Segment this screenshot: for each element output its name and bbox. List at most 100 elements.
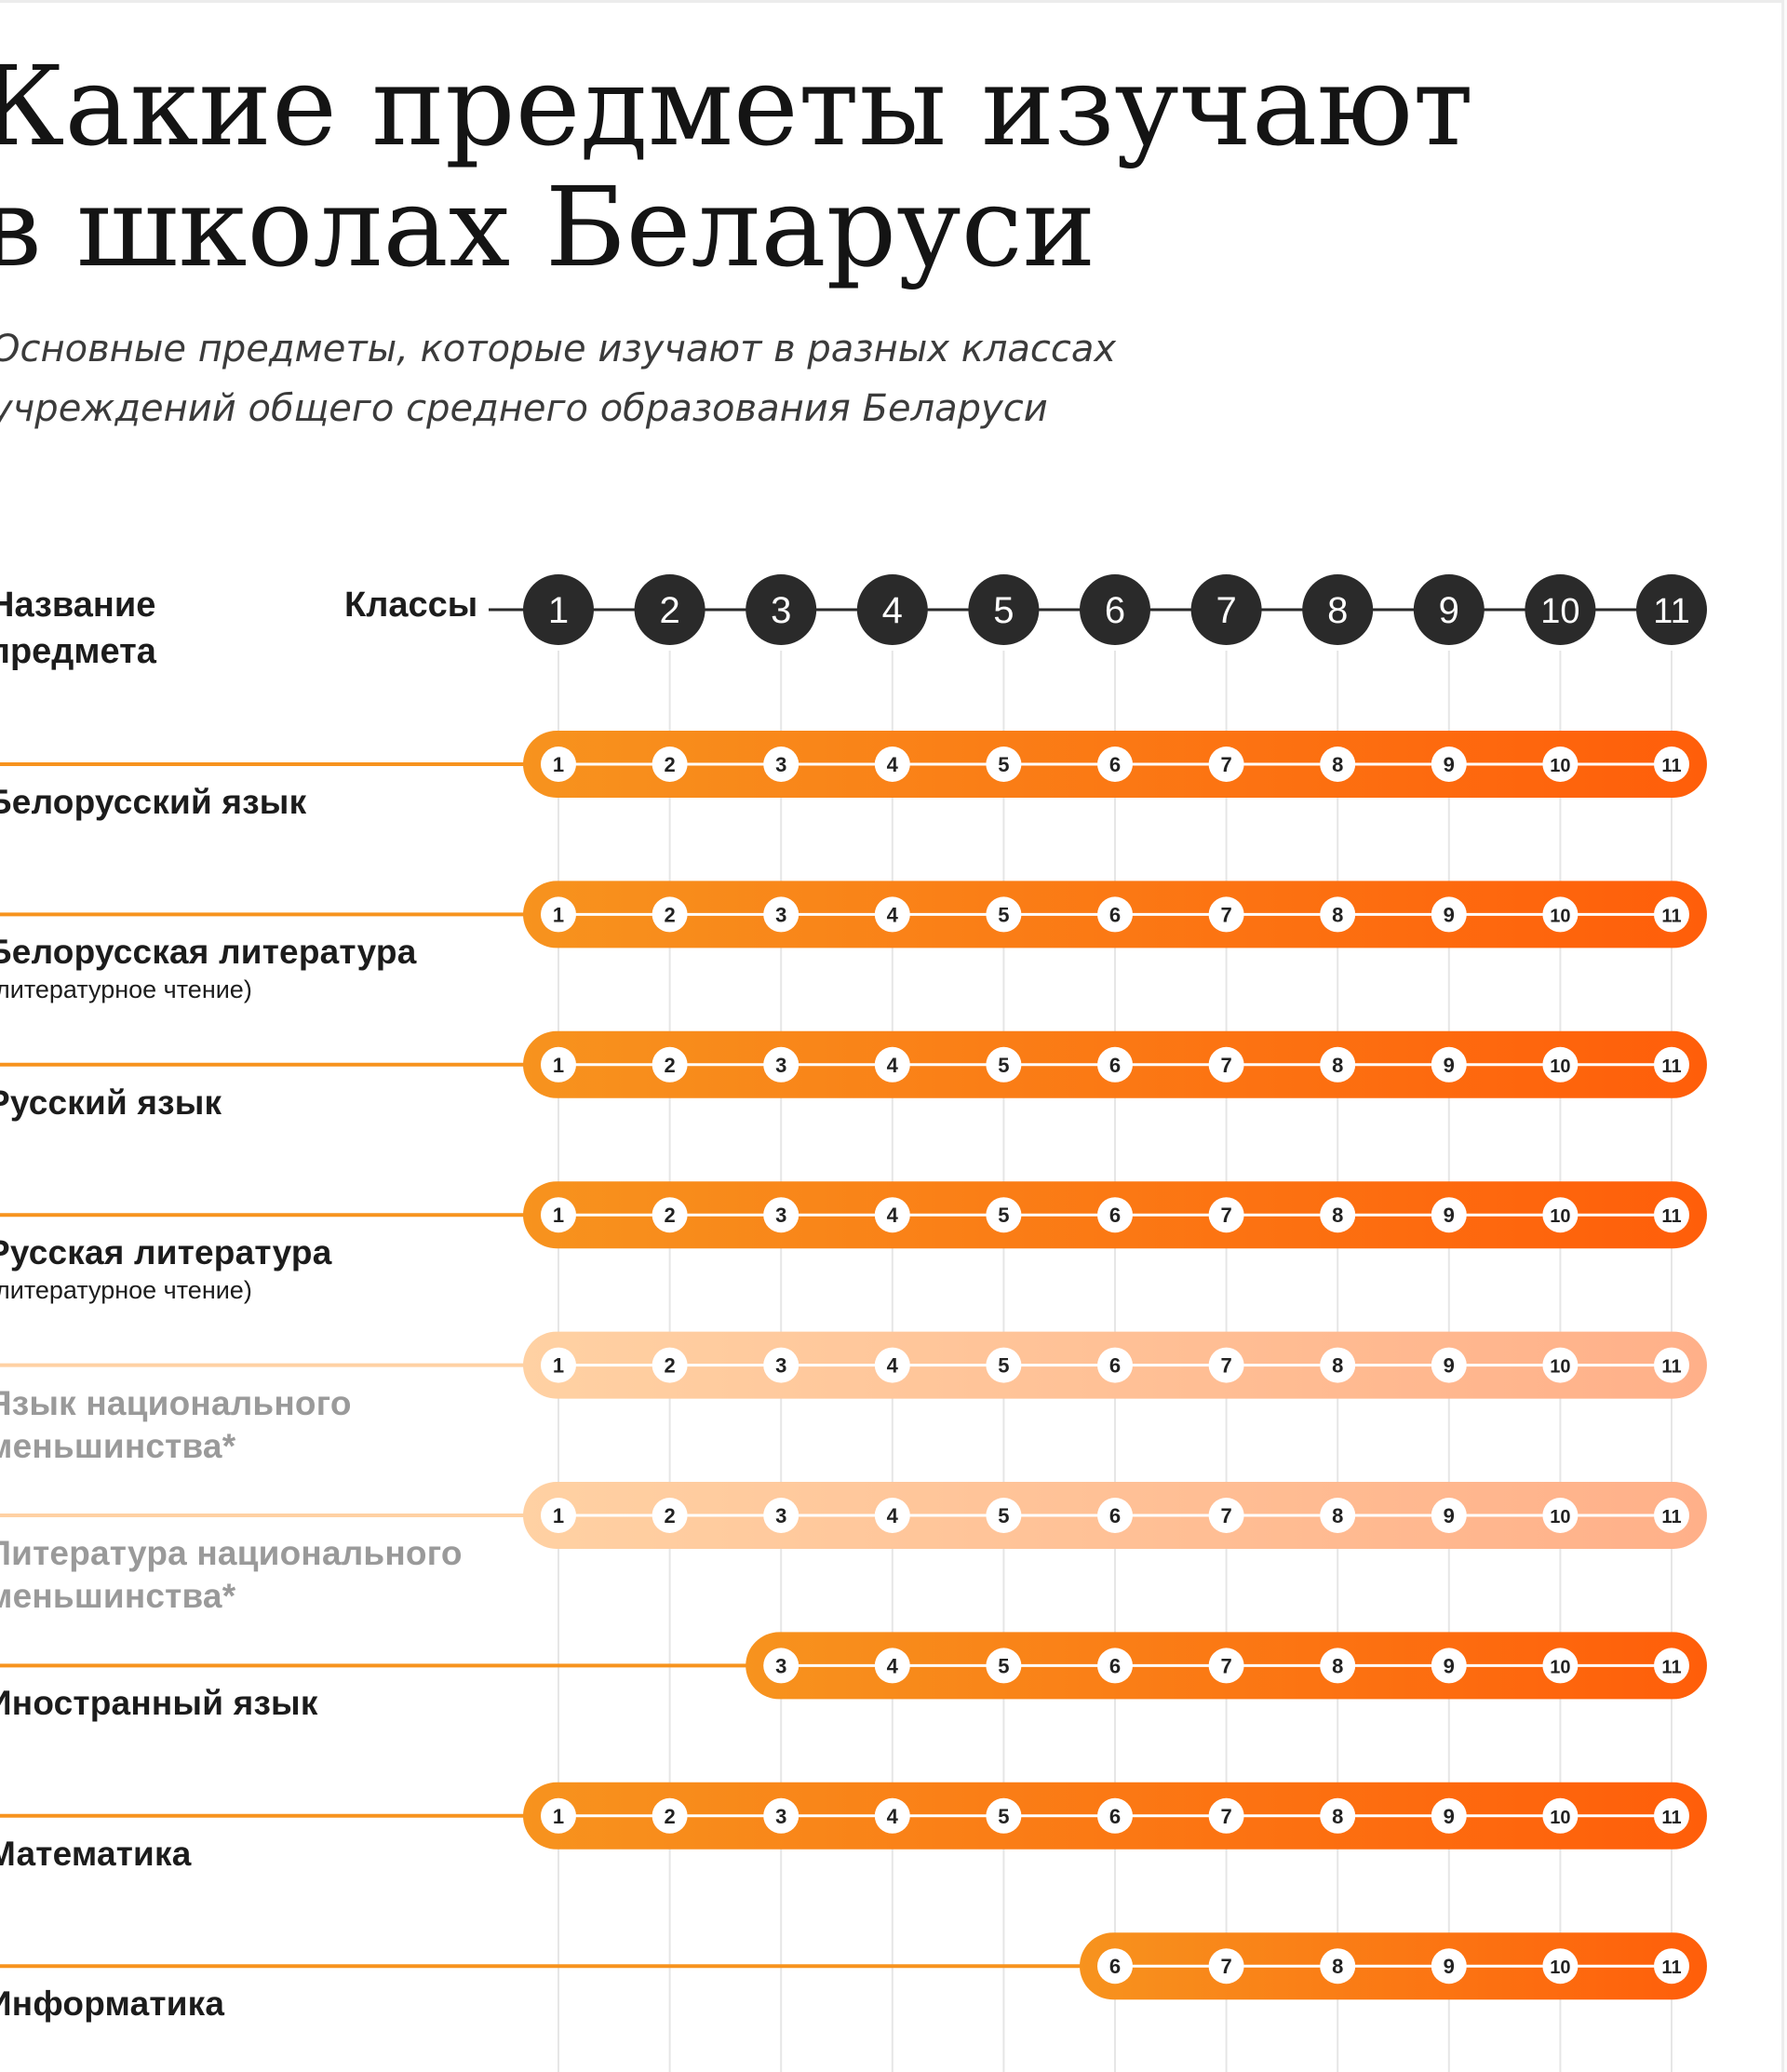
grade-marker-11: 11 xyxy=(1654,1498,1689,1533)
grade-marker-circle xyxy=(986,1797,1022,1834)
grade-marker-label: 10 xyxy=(1550,1056,1570,1077)
grade-marker-4: 4 xyxy=(874,1648,910,1684)
grade-marker-6: 6 xyxy=(1097,1347,1133,1383)
title-line-2: в школах Беларуси xyxy=(0,163,1096,291)
grade-marker-5: 5 xyxy=(986,1797,1022,1834)
grade-marker-6: 6 xyxy=(1097,1197,1133,1233)
grade-header-3: 3 xyxy=(746,574,817,645)
subject-name: Информатика xyxy=(0,1985,225,2024)
grade-marker-2: 2 xyxy=(652,1046,688,1083)
grade-marker-1: 1 xyxy=(541,747,576,782)
grade-header-label: 4 xyxy=(882,590,903,631)
grade-marker-circle xyxy=(1320,1797,1356,1834)
title-line-1: Какие предметы изучают xyxy=(0,42,1474,170)
grade-marker-5: 5 xyxy=(986,1046,1022,1083)
grade-marker-circle xyxy=(541,1797,576,1834)
grade-marker-label: 11 xyxy=(1661,1808,1681,1828)
grade-marker-circle xyxy=(1542,747,1579,782)
grade-marker-circle xyxy=(1542,1197,1579,1233)
page-title: Какие предметы изучают в школах Беларуси xyxy=(0,46,1473,288)
grade-marker-circle xyxy=(1654,1347,1689,1383)
grade-header-7: 7 xyxy=(1190,574,1262,645)
grade-marker-label: 8 xyxy=(1332,1054,1343,1077)
subjects-grades-chart: 1 2 3 4 5 6 7 8 9 10 11 1 2 3 4 5 6 7 8 9 10 111 2 3 4 5 6 7 8 9 10 11… xyxy=(0,574,1708,2072)
grade-marker-label: 8 xyxy=(1332,1204,1343,1227)
grade-marker-6: 6 xyxy=(1097,1498,1133,1533)
grade-marker-3: 3 xyxy=(763,1347,799,1383)
grade-header-8: 8 xyxy=(1302,574,1374,645)
grade-marker-9: 9 xyxy=(1431,1046,1467,1083)
grade-marker-circle xyxy=(763,1347,799,1383)
grade-marker-11: 11 xyxy=(1654,1797,1689,1834)
grade-marker-circle xyxy=(1654,1197,1689,1233)
grade-marker-label: 3 xyxy=(775,1654,786,1677)
grade-marker-circle xyxy=(1097,1197,1133,1233)
grade-marker-label: 11 xyxy=(1661,1507,1681,1527)
grade-marker-1: 1 xyxy=(541,1046,576,1083)
subject-row: 1 2 3 4 5 6 7 8 9 10 11 xyxy=(0,1181,1707,1249)
grade-marker-circle xyxy=(652,1797,688,1834)
grade-marker-circle xyxy=(1097,896,1133,933)
grade-marker-8: 8 xyxy=(1320,1948,1356,1985)
grade-marker-circle xyxy=(1542,1648,1579,1684)
grade-marker-label: 8 xyxy=(1332,753,1343,776)
subject-name: Белорусский язык xyxy=(0,783,307,821)
grade-marker-label: 3 xyxy=(775,1054,786,1077)
subject-row: 3 4 5 6 7 8 9 10 11 xyxy=(0,1632,1708,1700)
grade-marker-label: 9 xyxy=(1444,1204,1455,1227)
grade-header-circle xyxy=(1525,574,1596,645)
grade-marker-4: 4 xyxy=(874,1197,910,1233)
grade-header-circle xyxy=(1636,574,1707,645)
subject-header-line: Название xyxy=(0,585,156,625)
grade-header-circle xyxy=(856,574,928,645)
grade-marker-circle xyxy=(763,896,799,933)
grade-marker-label: 5 xyxy=(998,1354,1009,1378)
grade-marker-3: 3 xyxy=(763,1197,799,1233)
grade-marker-4: 4 xyxy=(874,896,910,933)
grade-marker-circle xyxy=(1320,896,1356,933)
grade-header-circle xyxy=(1080,574,1150,645)
grade-marker-circle xyxy=(541,1498,576,1533)
grade-marker-label: 2 xyxy=(664,1805,675,1828)
grade-marker-4: 4 xyxy=(874,1347,910,1383)
grade-marker-circle xyxy=(874,1347,910,1383)
grade-marker-circle xyxy=(874,1046,910,1083)
subject-name: Литература национального xyxy=(0,1534,463,1572)
grade-marker-label: 6 xyxy=(1109,1354,1121,1378)
grade-marker-circle xyxy=(1208,1797,1244,1834)
grade-marker-9: 9 xyxy=(1431,747,1467,782)
grade-marker-8: 8 xyxy=(1320,747,1356,782)
subject-label: Русская литература (литературное чтение) xyxy=(0,1231,332,1306)
grade-marker-6: 6 xyxy=(1097,896,1133,933)
grade-marker-7: 7 xyxy=(1208,1498,1244,1533)
subtitle-line-2: учреждений общего среднего образования Б… xyxy=(0,387,1048,430)
grade-marker-label: 9 xyxy=(1444,1955,1455,1978)
grade-marker-circle xyxy=(986,1046,1022,1083)
grade-marker-label: 5 xyxy=(998,1504,1009,1527)
grade-marker-circle xyxy=(652,747,688,782)
grade-header-label: 10 xyxy=(1540,592,1579,631)
grade-marker-11: 11 xyxy=(1654,747,1689,782)
grade-header-2: 2 xyxy=(634,574,705,645)
subject-rows: 1 2 3 4 5 6 7 8 9 10 111 2 3 4 5 6 7 8 9 10 111 2 3 4 5 6 7 8 9 10 111… xyxy=(0,731,1708,2000)
grade-marker-label: 2 xyxy=(664,1054,675,1077)
grade-marker-5: 5 xyxy=(986,1498,1022,1533)
subject-column-header: Название предмета xyxy=(0,582,156,675)
grade-header-circle xyxy=(1302,574,1374,645)
subject-row: 1 2 3 4 5 6 7 8 9 10 11 xyxy=(0,731,1707,798)
grade-marker-circle xyxy=(1320,1648,1356,1684)
grade-marker-5: 5 xyxy=(986,896,1022,933)
grade-header-circle xyxy=(968,574,1040,645)
grade-marker-label: 3 xyxy=(775,1504,786,1527)
grade-marker-label: 9 xyxy=(1444,1354,1455,1378)
grade-marker-circle xyxy=(1208,1347,1244,1383)
grade-header-circle xyxy=(523,574,594,645)
grade-marker-circle xyxy=(1320,747,1356,782)
grade-marker-label: 11 xyxy=(1661,1357,1681,1378)
grade-marker-label: 8 xyxy=(1332,903,1343,926)
grade-marker-circle xyxy=(1654,747,1689,782)
grade-marker-6: 6 xyxy=(1097,1948,1133,1985)
grade-marker-label: 11 xyxy=(1661,756,1681,776)
grade-marker-6: 6 xyxy=(1097,1648,1133,1684)
grade-marker-10: 10 xyxy=(1542,1197,1579,1233)
